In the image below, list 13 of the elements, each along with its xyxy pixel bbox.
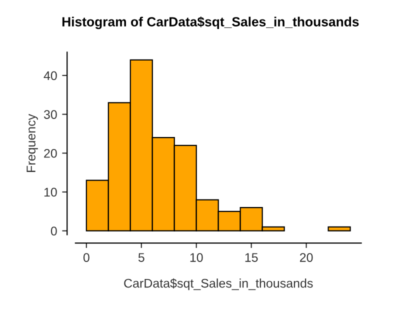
y-tick-label: 10 bbox=[44, 188, 57, 197]
x-tick-label: 20 bbox=[300, 253, 313, 262]
chart-title: Histogram of CarData$sqt_Sales_in_thousands bbox=[62, 16, 359, 30]
x-tick-label: 0 bbox=[83, 253, 90, 262]
x-tick-label: 5 bbox=[138, 253, 144, 262]
x-axis-title: CarData$sqt_Sales_in_thousands bbox=[124, 278, 313, 290]
y-tick-label: 40 bbox=[44, 71, 57, 80]
y-tick-label: 20 bbox=[44, 148, 57, 158]
x-tick-label: 10 bbox=[190, 253, 203, 262]
x-tick-label: 15 bbox=[245, 253, 258, 262]
y-axis-title: Frequency bbox=[26, 114, 38, 172]
y-tick-label: 30 bbox=[44, 110, 57, 119]
y-tick-label: 0 bbox=[50, 226, 57, 236]
